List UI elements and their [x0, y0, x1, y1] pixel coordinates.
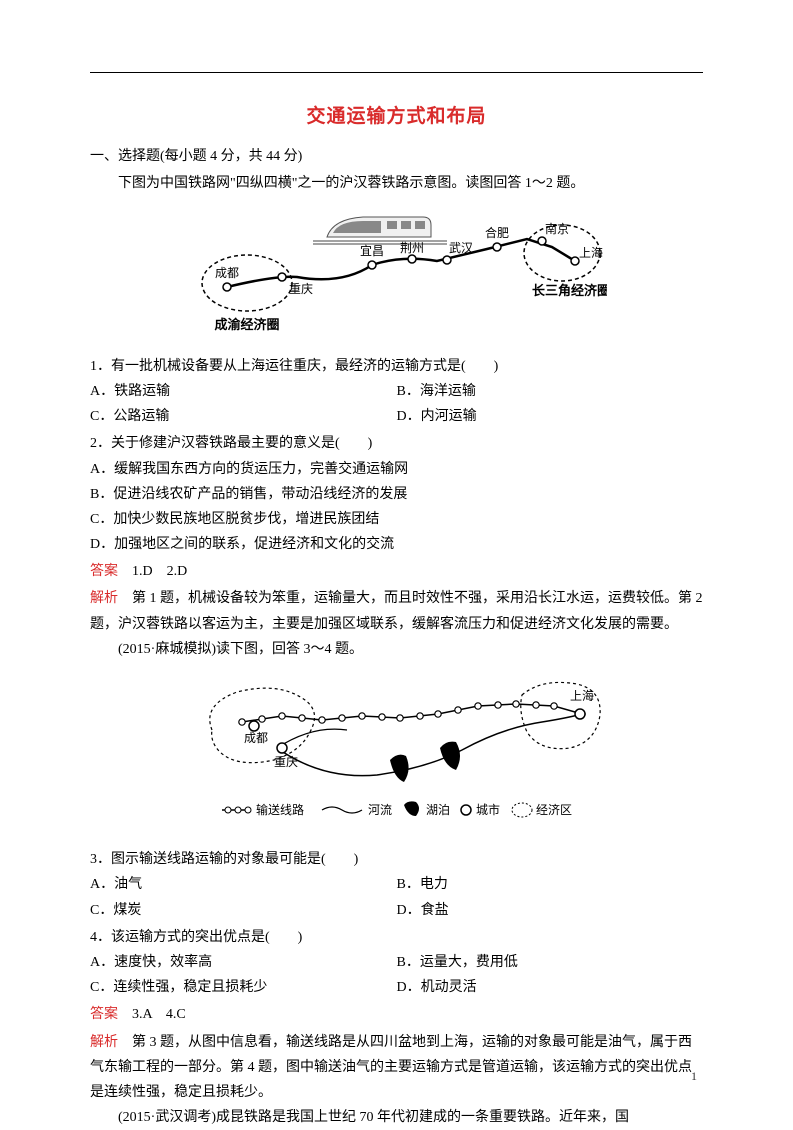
figure-1: 成都 重庆 宜昌 荆州 武汉 合肥 南京 上海 成渝经济圈 长三角经济圈 — [90, 205, 703, 346]
fig2-legend-lake: 湖泊 — [426, 802, 450, 817]
q4-option-b: B．运量大，费用低 — [397, 950, 704, 975]
question-2-options: A．缓解我国东西方向的货运压力，完善交通运输网 B．促进沿线农矿产品的销售，带动… — [90, 457, 703, 558]
q2-option-b: B．促进沿线农矿产品的销售，带动沿线经济的发展 — [90, 482, 703, 507]
answer-1-2-text: 1.D 2.D — [118, 564, 187, 579]
intro-2: (2015·麻城模拟)读下图，回答 3～4 题。 — [90, 637, 703, 662]
figure-2: 成都 重庆 上海 输送线路 河流 湖泊 城市 经济区 — [90, 670, 703, 839]
fig1-label-shanghai: 上海 — [579, 245, 603, 260]
q1-option-c: C．公路运输 — [90, 404, 397, 429]
q3-option-d: D．食盐 — [397, 898, 704, 923]
question-1-stem: 1．有一批机械设备要从上海运往重庆，最经济的运输方式是( ) — [90, 354, 703, 379]
header-rule — [90, 72, 703, 73]
q1-option-b: B．海洋运输 — [397, 379, 704, 404]
question-4-options: A．速度快，效率高 B．运量大，费用低 C．连续性强，稳定且损耗少 D．机动灵活 — [90, 950, 703, 1000]
q1-option-a: A．铁路运输 — [90, 379, 397, 404]
answer-1-2: 答案 1.D 2.D — [90, 559, 703, 584]
q3-option-a: A．油气 — [90, 872, 397, 897]
fig1-label-csjjjq: 长三角经济圈 — [532, 283, 607, 298]
question-1-options: A．铁路运输 B．海洋运输 C．公路运输 D．内河运输 — [90, 379, 703, 429]
fig1-label-nanjing: 南京 — [545, 221, 569, 236]
page-number: 1 — [691, 1066, 697, 1088]
fig1-label-yichang: 宜昌 — [359, 243, 383, 258]
question-2-stem: 2．关于修建沪汉蓉铁路最主要的意义是( ) — [90, 431, 703, 456]
fig2-legend-line: 输送线路 — [256, 802, 304, 817]
q3-option-b: B．电力 — [397, 872, 704, 897]
question-3-stem: 3．图示输送线路运输的对象最可能是( ) — [90, 847, 703, 872]
fig1-label-cyjjq: 成渝经济圈 — [214, 317, 279, 332]
q2-option-a: A．缓解我国东西方向的货运压力，完善交通运输网 — [90, 457, 703, 482]
fig2-legend-zone: 经济区 — [536, 802, 572, 817]
answer-label: 答案 — [90, 564, 118, 579]
intro-3: (2015·武汉调考)成昆铁路是我国上世纪 70 年代初建成的一条重要铁路。近年… — [90, 1105, 703, 1130]
fig1-label-jingzhou: 荆州 — [399, 241, 423, 255]
analysis-label: 解析 — [90, 591, 118, 606]
fig2-label-shanghai: 上海 — [570, 688, 594, 703]
q4-option-c: C．连续性强，稳定且损耗少 — [90, 975, 397, 1000]
answer-3-4-text: 3.A 4.C — [118, 1007, 186, 1022]
q4-option-a: A．速度快，效率高 — [90, 950, 397, 975]
q2-option-c: C．加快少数民族地区脱贫步伐，增进民族团结 — [90, 507, 703, 532]
analysis-3-4-text: 第 3 题，从图中信息看，输送线路是从四川盆地到上海，运输的对象最可能是油气，属… — [90, 1035, 692, 1100]
fig1-label-chongqing: 重庆 — [289, 282, 313, 296]
page-title: 交通运输方式和布局 — [90, 100, 703, 134]
fig2-label-chengdu: 成都 — [244, 731, 268, 745]
fig2-legend-city: 城市 — [476, 802, 500, 817]
analysis-label-2: 解析 — [90, 1035, 118, 1050]
section-1-heading: 一、选择题(每小题 4 分，共 44 分) — [90, 144, 703, 169]
fig2-legend-river: 河流 — [368, 803, 392, 817]
fig1-label-hefei: 合肥 — [484, 225, 508, 240]
fig2-label-chongqing: 重庆 — [274, 755, 298, 769]
analysis-1-2-text: 第 1 题，机械设备较为笨重，运输量大，而且时效性不强，采用沿长江水运，运费较低… — [90, 591, 703, 631]
fig1-label-chengdu: 成都 — [214, 266, 238, 280]
q2-option-d: D．加强地区之间的联系，促进经济和文化的交流 — [90, 532, 703, 557]
fig1-label-wuhan: 武汉 — [449, 241, 473, 255]
q1-option-d: D．内河运输 — [397, 404, 704, 429]
question-3-options: A．油气 B．电力 C．煤炭 D．食盐 — [90, 872, 703, 922]
analysis-1-2: 解析 第 1 题，机械设备较为笨重，运输量大，而且时效性不强，采用沿长江水运，运… — [90, 586, 703, 636]
question-4-stem: 4．该运输方式的突出优点是( ) — [90, 925, 703, 950]
analysis-3-4: 解析 第 3 题，从图中信息看，输送线路是从四川盆地到上海，运输的对象最可能是油… — [90, 1030, 703, 1106]
q4-option-d: D．机动灵活 — [397, 975, 704, 1000]
answer-label-2: 答案 — [90, 1007, 118, 1022]
intro-1: 下图为中国铁路网"四纵四横"之一的沪汉蓉铁路示意图。读图回答 1～2 题。 — [90, 171, 703, 196]
q3-option-c: C．煤炭 — [90, 898, 397, 923]
answer-3-4: 答案 3.A 4.C — [90, 1002, 703, 1027]
